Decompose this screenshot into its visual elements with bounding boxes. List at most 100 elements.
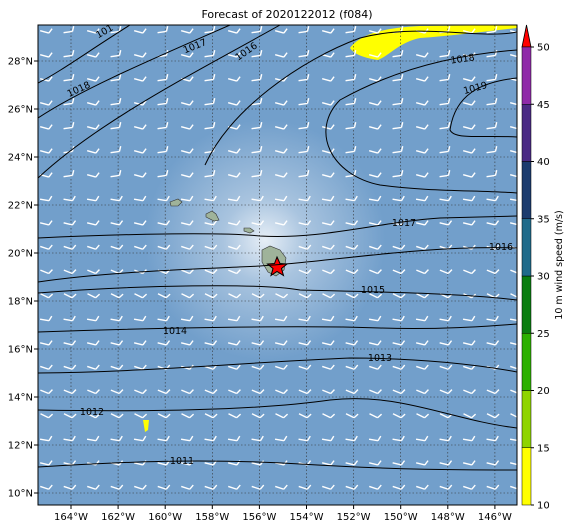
barb-staff [110, 438, 120, 442]
barb-staff [321, 198, 332, 202]
barb-staff [369, 293, 378, 299]
barb-flag [494, 315, 499, 322]
wind-barb [40, 484, 53, 490]
wind-barb [204, 269, 218, 275]
barb-staff [369, 413, 378, 419]
barb-flag [71, 484, 77, 490]
wind-barb [86, 124, 100, 130]
y-tick-label: 22°N [8, 201, 33, 212]
barb-flag [165, 413, 171, 419]
barb-flag [306, 122, 310, 128]
x-tick-label: 164°W [54, 512, 88, 523]
wind-barb [416, 244, 429, 250]
wind-barb [509, 438, 517, 442]
barb-flag [118, 50, 122, 56]
barb-staff [63, 413, 73, 419]
wind-barb [251, 435, 264, 442]
barb-staff [274, 150, 285, 154]
barb-flag [95, 484, 100, 490]
barb-staff [463, 413, 472, 419]
barb-flag [165, 293, 171, 299]
x-tick-label: 154°W [290, 512, 324, 523]
wind-barb [110, 389, 124, 395]
barb-staff [368, 78, 379, 82]
barb-staff [227, 318, 238, 322]
barb-flag [118, 484, 124, 490]
wind-barb [181, 484, 194, 490]
barb-flag [353, 122, 357, 128]
wind-barb [298, 340, 312, 346]
barb-staff [133, 78, 144, 82]
wind-barb [368, 195, 382, 202]
barb-staff [392, 126, 402, 130]
wind-barb [227, 220, 241, 226]
barb-staff [275, 485, 285, 490]
barb-staff [345, 126, 355, 130]
barb-staff [392, 413, 402, 419]
contour [204, 30, 517, 166]
barb-flag [306, 220, 312, 226]
barb-flag [189, 76, 194, 82]
wind-barb [462, 124, 476, 130]
barb-staff [439, 389, 449, 395]
barb-staff [110, 78, 120, 82]
barb-staff [369, 389, 378, 395]
wind-barb [274, 28, 288, 34]
barb-flag [189, 148, 194, 154]
barb-staff [321, 78, 332, 82]
barb-flag [519, 460, 522, 465]
barb-flag [447, 195, 452, 202]
barb-flag [306, 269, 312, 274]
barb-staff [345, 222, 355, 226]
barb-staff [204, 222, 214, 226]
barb-flag [189, 389, 194, 394]
barb-staff [87, 413, 96, 419]
wind-barb [228, 244, 241, 250]
x-tick-label: 148°W [431, 512, 465, 523]
barb-staff [40, 413, 49, 419]
barb-flag [471, 100, 476, 106]
barb-flag [283, 148, 288, 154]
wind-barb [204, 340, 218, 346]
barb-staff [274, 126, 285, 130]
wind-barb [439, 146, 451, 154]
barb-flag [494, 389, 500, 394]
barb-flag [259, 293, 265, 299]
barb-staff [321, 30, 332, 34]
wind-barb [439, 98, 451, 106]
wind-barb [86, 52, 100, 58]
barb-flag [165, 195, 170, 202]
wind-barb [510, 293, 517, 299]
island [169, 198, 183, 207]
barb-flag [494, 50, 498, 56]
wind-barb [392, 122, 404, 130]
barb-flag [471, 460, 476, 466]
barb-flag [236, 220, 241, 226]
barb-flag [142, 28, 147, 34]
barb-flag [447, 315, 452, 322]
barb-staff [298, 389, 308, 395]
wind-barb [110, 146, 122, 154]
barb-staff [157, 389, 167, 395]
barb-staff [110, 30, 120, 34]
barb-flag [118, 389, 124, 394]
wind-barb [157, 170, 169, 178]
barb-flag [189, 244, 194, 250]
wind-barb [157, 98, 169, 106]
barb-flag [306, 435, 311, 442]
barb-flag [212, 220, 218, 226]
wind-barb [510, 413, 517, 419]
barb-staff [86, 174, 97, 178]
wind-barb [510, 485, 517, 490]
barb-staff [63, 342, 73, 346]
barb-staff [63, 293, 73, 299]
barb-flag [165, 98, 169, 104]
wind-barb [110, 74, 122, 82]
wind-barb [439, 315, 452, 322]
contour-label: 1017 [392, 218, 416, 229]
barb-staff [87, 389, 96, 395]
wind-barb [180, 315, 194, 322]
barb-flag [519, 340, 522, 345]
wind-barb [204, 315, 217, 322]
barb-staff [509, 318, 517, 322]
